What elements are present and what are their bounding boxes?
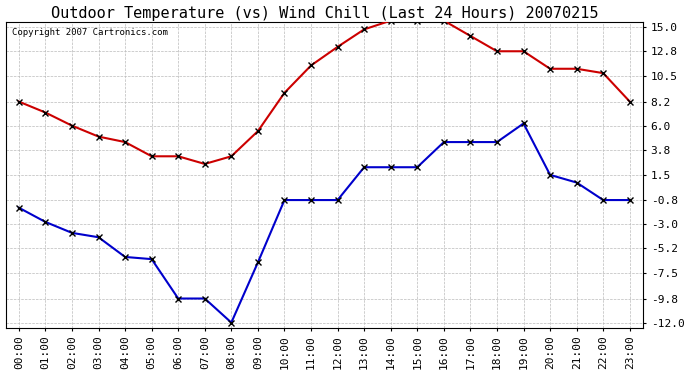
Title: Outdoor Temperature (vs) Wind Chill (Last 24 Hours) 20070215: Outdoor Temperature (vs) Wind Chill (Las… — [50, 6, 598, 21]
Text: Copyright 2007 Cartronics.com: Copyright 2007 Cartronics.com — [12, 28, 168, 37]
